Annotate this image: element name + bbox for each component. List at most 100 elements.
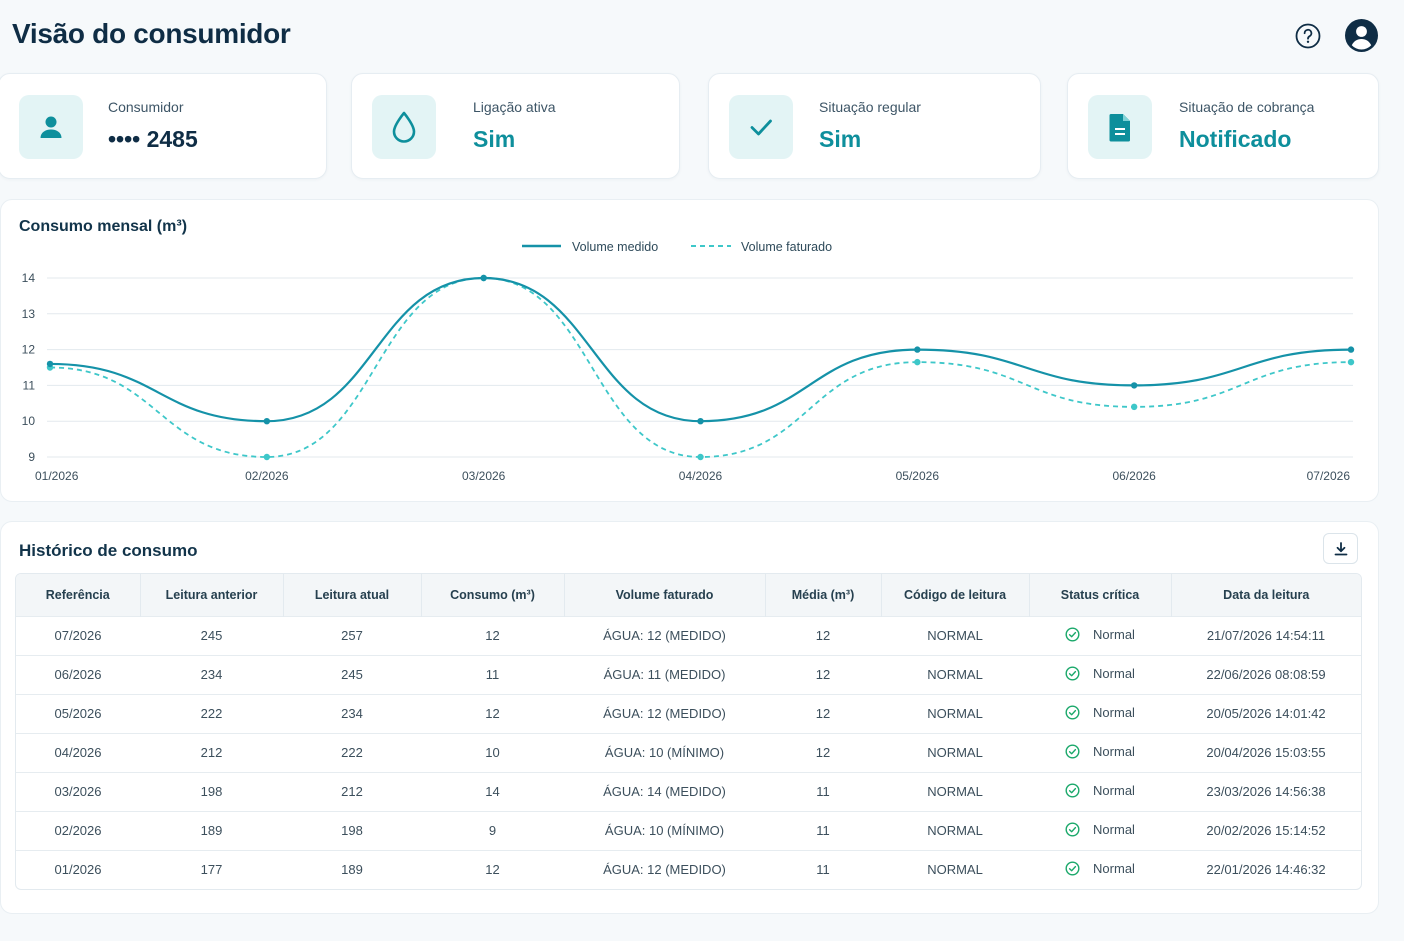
column-header: Média (m³) — [765, 574, 882, 616]
table-cell: ÁGUA: 11 (MEDIDO) — [564, 654, 765, 694]
data-point — [914, 346, 921, 353]
monthly-consumption-chart: Consumo mensal (m³) Volume medido Volume… — [0, 199, 1379, 502]
data-point — [914, 358, 921, 366]
table-cell: 257 — [283, 615, 421, 655]
status-label: Normal — [1093, 704, 1135, 720]
status-cell: Normal — [1029, 771, 1171, 811]
status-badge: Normal — [1065, 822, 1135, 837]
table-cell: ÁGUA: 12 (MEDIDO) — [564, 615, 765, 655]
table-cell: ÁGUA: 10 (MÍNIMO) — [564, 810, 765, 850]
table-cell: NORMAL — [881, 810, 1029, 850]
water-drop-icon — [372, 95, 436, 159]
table-cell: 11 — [765, 810, 881, 850]
table-cell: 20/05/2026 14:01:42 — [1171, 693, 1361, 733]
table-cell: 12 — [765, 693, 881, 733]
table-row: 04/2026 212 222 10 ÁGUA: 10 (MÍNIMO) 12 NORMAL… — [16, 732, 1361, 772]
user-icon — [19, 95, 83, 159]
data-point — [480, 274, 487, 282]
history-title: Histórico de consumo — [19, 541, 198, 560]
table-cell: 03/2026 — [16, 771, 140, 811]
y-tick-label: 11 — [23, 378, 36, 392]
y-tick-label: 14 — [22, 271, 36, 285]
table-cell: 06/2026 — [16, 654, 140, 694]
status-label: Normal — [1093, 860, 1135, 876]
table-cell: 23/03/2026 14:56:38 — [1171, 771, 1361, 811]
table-cell: 198 — [140, 771, 283, 811]
column-header: Código de leitura — [881, 574, 1030, 616]
column-header: Leitura anterior — [140, 574, 284, 616]
help-circle-icon[interactable] — [1294, 22, 1322, 50]
data-point — [1347, 346, 1355, 353]
table-cell: ÁGUA: 12 (MEDIDO) — [564, 849, 765, 889]
status-badge: Normal — [1065, 783, 1135, 798]
x-tick-label: 04/2026 — [679, 469, 723, 483]
table-cell: 07/2026 — [16, 615, 140, 655]
account-circle-icon[interactable] — [1345, 19, 1378, 52]
status-label: Normal — [1093, 665, 1135, 681]
data-point — [263, 418, 271, 425]
status-badge: Normal — [1065, 744, 1135, 759]
data-point — [1130, 403, 1138, 411]
status-badge: Normal — [1065, 705, 1135, 720]
table-cell: ÁGUA: 10 (MÍNIMO) — [564, 732, 765, 772]
table-cell: NORMAL — [881, 732, 1029, 772]
check-icon — [729, 95, 793, 159]
line-chart: Volume medido Volume faturado 9 10 11 12 13 1… — [22, 240, 1355, 483]
check-circle-icon — [1065, 861, 1080, 876]
x-tick-label: 05/2026 — [896, 469, 940, 483]
table-cell: 22/06/2026 08:08:59 — [1171, 654, 1361, 694]
table-row: 07/2026 245 257 12 ÁGUA: 12 (MEDIDO) 12 NORMAL… — [16, 615, 1361, 655]
column-header: Status crítica — [1029, 574, 1172, 616]
table-cell: 11 — [421, 654, 564, 694]
check-circle-icon — [1065, 665, 1080, 681]
table-cell: 177 — [140, 849, 283, 889]
table-cell: 198 — [283, 810, 421, 850]
data-point — [263, 453, 271, 461]
status-badge: Normal — [1065, 627, 1135, 642]
status-badge: Normal — [1065, 666, 1135, 681]
table-cell: 189 — [140, 810, 283, 850]
table-cell: 12 — [765, 615, 881, 655]
card-label: Ligação ativa — [473, 99, 556, 115]
table-cell: 12 — [765, 732, 881, 772]
table-cell: 222 — [140, 693, 283, 733]
column-header: Volume faturado — [564, 574, 766, 616]
document-icon — [1088, 95, 1152, 159]
status-label: Normal — [1093, 743, 1135, 759]
status-label: Normal — [1093, 626, 1135, 642]
download-icon — [1334, 541, 1347, 555]
table-row: 01/2026 177 189 12 ÁGUA: 12 (MEDIDO) 11 NORMAL… — [16, 849, 1361, 889]
data-point — [1130, 382, 1138, 389]
y-tick-label: 13 — [22, 307, 36, 321]
chart-title: Consumo mensal (m³) — [19, 218, 188, 235]
billing-status-value: Notificado — [1179, 126, 1292, 152]
check-circle-icon — [1065, 626, 1080, 642]
card-label: Situação de cobrança — [1179, 99, 1315, 115]
table-cell: 12 — [765, 654, 881, 694]
table-cell: 212 — [140, 732, 283, 772]
column-header: Data da leitura — [1171, 574, 1361, 616]
chart-legend: Volume medido Volume faturado — [522, 240, 832, 254]
history-table: Referência Leitura anterior Leitura atual C… — [15, 573, 1362, 890]
status-label: Normal — [1093, 782, 1135, 798]
table-cell: ÁGUA: 12 (MEDIDO) — [564, 693, 765, 733]
consumer-id-value: •••• 2485 — [108, 126, 198, 152]
check-circle-icon — [1065, 782, 1080, 798]
page-title: Visão do consumidor — [12, 18, 291, 49]
table-cell: 245 — [140, 615, 283, 655]
download-button[interactable] — [1323, 533, 1358, 564]
table-row: 03/2026 198 212 14 ÁGUA: 14 (MEDIDO) 11 NORMAL… — [16, 771, 1361, 811]
y-tick-label: 12 — [22, 343, 36, 357]
x-tick-label: 01/2026 — [35, 469, 79, 483]
x-tick-label: 02/2026 — [245, 469, 289, 483]
check-circle-icon — [1065, 821, 1080, 837]
status-cell: Normal — [1029, 615, 1171, 655]
table-cell: 01/2026 — [16, 849, 140, 889]
card-label: Situação regular — [819, 99, 921, 115]
table-cell: NORMAL — [881, 615, 1029, 655]
table-cell: 234 — [140, 654, 283, 694]
table-cell: 20/02/2026 15:14:52 — [1171, 810, 1361, 850]
table-cell: 222 — [283, 732, 421, 772]
data-point — [1347, 358, 1355, 366]
status-badge: Normal — [1065, 861, 1135, 876]
